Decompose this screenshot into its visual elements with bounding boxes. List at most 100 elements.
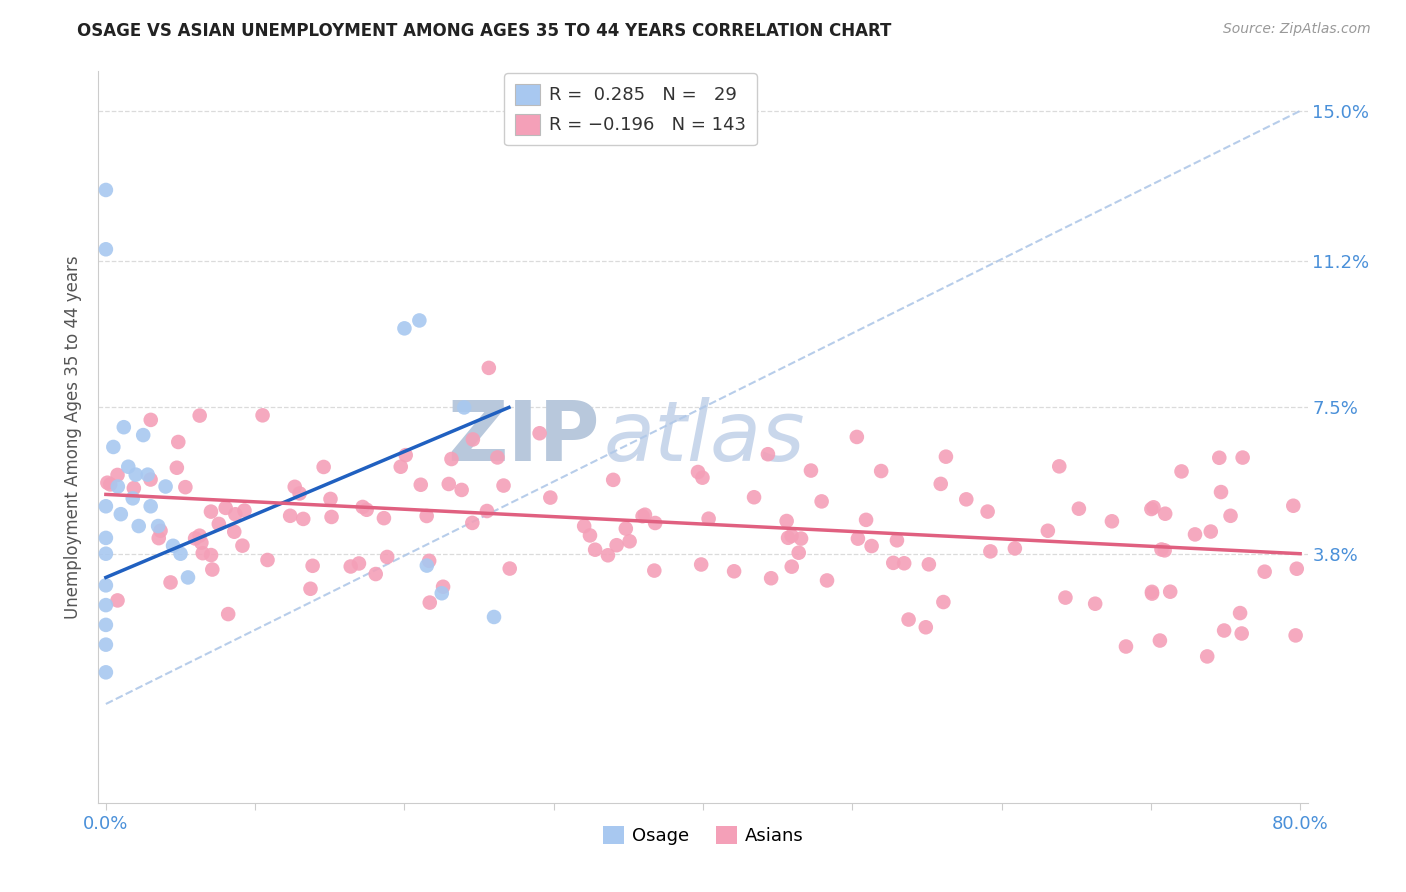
Point: [1140, 586, 1163, 600]
Point: [437, 477, 460, 491]
Point: [1199, 524, 1222, 539]
Point: [800, 464, 823, 478]
Point: [1150, 542, 1173, 557]
Point: [96, 475, 118, 490]
Point: [870, 464, 893, 478]
Point: [499, 561, 522, 575]
Point: [288, 486, 311, 500]
Point: [233, 503, 256, 517]
Point: [292, 512, 315, 526]
Point: [419, 596, 441, 610]
Point: [478, 360, 501, 375]
Point: [162, 539, 184, 553]
Point: [1084, 597, 1107, 611]
Point: [614, 522, 637, 536]
Point: [845, 430, 868, 444]
Point: [602, 473, 624, 487]
Point: [278, 508, 301, 523]
Point: [935, 450, 957, 464]
Point: [107, 593, 129, 607]
Point: [1047, 459, 1070, 474]
Point: [231, 539, 253, 553]
Point: [208, 516, 231, 531]
Point: [174, 480, 197, 494]
Point: [1219, 508, 1241, 523]
Point: [94, 242, 117, 256]
Point: [929, 476, 952, 491]
Text: atlas: atlas: [603, 397, 806, 477]
Point: [453, 401, 475, 415]
Point: [375, 549, 398, 564]
Point: [634, 508, 657, 522]
Point: [312, 460, 335, 475]
Point: [94, 500, 117, 514]
Point: [1036, 524, 1059, 538]
Point: [103, 440, 125, 454]
Point: [125, 467, 148, 482]
Point: [98, 477, 121, 491]
Point: [1213, 624, 1236, 638]
Point: [775, 514, 797, 528]
Point: [860, 539, 883, 553]
Point: [408, 313, 430, 327]
Point: [886, 533, 908, 548]
Point: [94, 638, 117, 652]
Point: [107, 479, 129, 493]
Point: [299, 582, 322, 596]
Point: [918, 558, 941, 572]
Point: [1253, 565, 1275, 579]
Point: [1184, 527, 1206, 541]
Point: [1054, 591, 1077, 605]
Point: [155, 479, 177, 493]
Point: [339, 559, 361, 574]
Point: [1285, 628, 1308, 642]
Point: [790, 532, 813, 546]
Point: [1209, 485, 1232, 500]
Point: [356, 502, 378, 516]
Point: [882, 556, 904, 570]
Point: [482, 610, 505, 624]
Point: [1142, 500, 1164, 515]
Point: [1197, 649, 1219, 664]
Point: [955, 492, 977, 507]
Point: [94, 547, 117, 561]
Point: [1153, 543, 1175, 558]
Point: [855, 513, 877, 527]
Point: [756, 447, 779, 461]
Point: [492, 478, 515, 492]
Point: [149, 524, 172, 538]
Point: [1067, 501, 1090, 516]
Point: [976, 505, 998, 519]
Point: [352, 500, 374, 514]
Point: [723, 564, 745, 578]
Point: [122, 481, 145, 495]
Point: [583, 542, 606, 557]
Point: [979, 544, 1001, 558]
Point: [139, 413, 162, 427]
Text: Source: ZipAtlas.com: Source: ZipAtlas.com: [1223, 22, 1371, 37]
Point: [690, 558, 713, 572]
Point: [389, 459, 412, 474]
Point: [94, 665, 117, 680]
Point: [1230, 626, 1253, 640]
Point: [780, 529, 803, 543]
Point: [132, 428, 155, 442]
Point: [409, 477, 432, 491]
Point: [606, 538, 628, 552]
Point: [1140, 502, 1163, 516]
Point: [432, 580, 454, 594]
Point: [94, 598, 117, 612]
Point: [284, 480, 307, 494]
Point: [780, 559, 803, 574]
Point: [596, 549, 619, 563]
Point: [190, 535, 212, 549]
Point: [1282, 499, 1305, 513]
Y-axis label: Unemployment Among Ages 35 to 44 years: Unemployment Among Ages 35 to 44 years: [65, 255, 83, 619]
Point: [416, 558, 439, 573]
Point: [461, 516, 484, 530]
Point: [94, 531, 117, 545]
Point: [191, 546, 214, 560]
Point: [1115, 640, 1137, 654]
Point: [579, 528, 602, 542]
Point: [107, 467, 129, 482]
